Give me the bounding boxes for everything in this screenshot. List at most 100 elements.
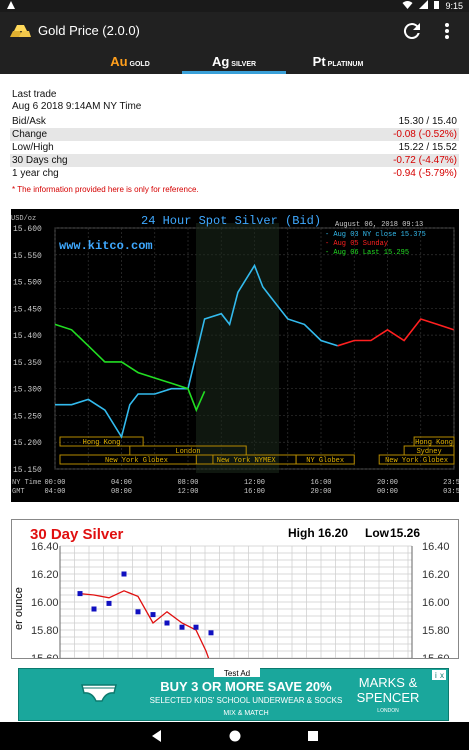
spot-chart-unit: USD/oz bbox=[11, 215, 36, 223]
spot-market-session-label: New York Globex bbox=[105, 457, 168, 465]
ad-subline: SELECTED KIDS' SCHOOL UNDERWEAR & SOCKS bbox=[150, 696, 343, 705]
back-icon[interactable] bbox=[149, 728, 165, 744]
spot-series-line bbox=[55, 263, 338, 439]
thirty-day-point bbox=[179, 624, 185, 630]
quote-row-change: Change -0.08 (-0.52%) bbox=[10, 128, 459, 141]
battery-icon bbox=[434, 0, 440, 12]
spot-y-tick: 15.550 bbox=[13, 252, 42, 261]
spot-x-tick-ny: 20:00 bbox=[377, 479, 398, 487]
spot-legend-entry: - Aug 05 Sunday bbox=[325, 240, 388, 248]
recents-icon[interactable] bbox=[305, 728, 321, 744]
tab-gold[interactable]: Au GOLD bbox=[110, 54, 150, 69]
spot-x-tick-ny: 00:00 bbox=[44, 479, 65, 487]
spot-y-tick: 15.200 bbox=[13, 439, 42, 448]
thirty-day-y-tick-right: 16.00 bbox=[422, 597, 450, 609]
home-icon[interactable] bbox=[227, 728, 243, 744]
spot-chart-watermark: www.kitco.com bbox=[59, 239, 153, 253]
thirty-day-high-label: High bbox=[288, 526, 315, 540]
spot-legend-entry: - Aug 03 NY close 15.375 bbox=[325, 231, 426, 239]
overflow-menu-icon[interactable] bbox=[437, 19, 457, 43]
thirty-day-y-tick-left: 15.80 bbox=[31, 625, 59, 637]
spot-y-tick: 15.300 bbox=[13, 386, 42, 395]
last-trade-heading: Last trade bbox=[12, 89, 57, 100]
ad-info-icon[interactable]: i x bbox=[432, 670, 446, 680]
spot-market-session-label: New York NYMEX bbox=[217, 457, 277, 465]
thirty-day-trend-line bbox=[79, 590, 210, 658]
spot-y-tick: 15.400 bbox=[13, 332, 42, 341]
underwear-icon bbox=[81, 684, 117, 702]
ad-mix-match: MIX & MATCH bbox=[223, 710, 268, 717]
spot-y-tick: 15.150 bbox=[13, 466, 42, 475]
spot-x-tick-ny: 08:00 bbox=[177, 479, 198, 487]
ad-brand-line3: LONDON bbox=[377, 708, 399, 714]
spot-x-tick-ny: 16:00 bbox=[310, 479, 331, 487]
signal-icon bbox=[419, 0, 429, 12]
alert-icon bbox=[6, 0, 16, 13]
spot-x-tick-gmt: 16:00 bbox=[244, 488, 265, 496]
spot-x-tick-gmt: 12:00 bbox=[177, 488, 198, 496]
quote-row-bid-ask: Bid/Ask 15.30 / 15.40 bbox=[12, 116, 457, 127]
thirty-day-y-tick-left: 16.20 bbox=[31, 569, 59, 581]
ad-brand-line1: MARKS & bbox=[359, 675, 418, 690]
spot-series-line bbox=[54, 323, 206, 413]
thirty-day-chart: 30 Day Silver High 16.20 Low 15.26 er ou… bbox=[11, 519, 459, 659]
ad-headline: BUY 3 OR MORE SAVE 20% bbox=[160, 679, 332, 694]
spot-x-tick-gmt: 03:59 bbox=[443, 488, 459, 496]
thirty-day-point bbox=[150, 612, 156, 618]
spot-legend-entry: - Aug 06 Last 15.295 bbox=[325, 249, 409, 257]
spot-y-tick: 15.600 bbox=[13, 225, 42, 234]
metal-tabs: Au GOLD Ag SILVER Pt PLATINUM bbox=[0, 50, 469, 74]
trade-timestamp: Aug 6 2018 9:14AM NY Time bbox=[12, 101, 142, 112]
spot-chart-ny-time-label: NY Time bbox=[12, 479, 41, 487]
ad-brand-line2: SPENCER bbox=[357, 690, 420, 705]
thirty-day-point bbox=[91, 606, 97, 612]
svg-text:x: x bbox=[440, 671, 444, 680]
svg-text:i: i bbox=[435, 671, 437, 680]
thirty-day-high: 16.20 bbox=[318, 526, 348, 540]
spot-chart-date: August 06, 2018 09:13 bbox=[335, 221, 423, 229]
spot-y-tick: 15.450 bbox=[13, 305, 42, 314]
spot-chart-session-shade bbox=[196, 223, 279, 473]
spot-x-tick-gmt: 04:00 bbox=[44, 488, 65, 496]
ad-test-tag: Test Ad bbox=[224, 669, 250, 678]
thirty-day-point bbox=[164, 620, 170, 626]
tab-platinum[interactable]: Pt PLATINUM bbox=[312, 54, 364, 69]
thirty-day-point bbox=[106, 600, 112, 606]
thirty-day-point bbox=[77, 591, 83, 597]
thirty-day-point bbox=[135, 609, 141, 615]
thirty-day-low: 15.26 bbox=[390, 526, 420, 540]
quote-row-30-days: 30 Days chg -0.72 (-4.47%) bbox=[10, 154, 459, 167]
refresh-icon[interactable] bbox=[400, 19, 424, 43]
spot-x-tick-ny: 23:59 bbox=[443, 479, 459, 487]
thirty-day-y-tick-left: 15.60 bbox=[31, 653, 59, 658]
thirty-day-point bbox=[208, 630, 214, 636]
tab-silver[interactable]: Ag SILVER bbox=[182, 50, 286, 74]
spot-chart-gmt-label: GMT bbox=[12, 488, 25, 496]
spot-market-session-label: London bbox=[175, 448, 200, 456]
spot-market-session-label: Hong Kong bbox=[415, 439, 453, 447]
status-time: 9:15 bbox=[445, 1, 463, 11]
app-title: Gold Price (2.0.0) bbox=[38, 23, 140, 38]
thirty-day-y-tick-right: 15.80 bbox=[422, 625, 450, 637]
gold-bars-icon bbox=[8, 23, 32, 39]
spot-series-line bbox=[337, 318, 454, 347]
spot-x-tick-ny: 12:00 bbox=[244, 479, 265, 487]
quote-row-low-high: Low/High 15.22 / 15.52 bbox=[12, 142, 457, 153]
spot-x-tick-gmt: 08:00 bbox=[111, 488, 132, 496]
spot-silver-chart: USD/oz 24 Hour Spot Silver (Bid) August … bbox=[11, 209, 459, 502]
thirty-day-point bbox=[121, 571, 127, 577]
thirty-day-y-tick-right: 16.20 bbox=[422, 569, 450, 581]
spot-x-tick-gmt: 20:00 bbox=[310, 488, 331, 496]
quote-row-1-year: 1 year chg -0.94 (-5.79%) bbox=[12, 168, 457, 179]
navigation-bar bbox=[0, 722, 469, 750]
spot-market-session-label: New York Globex bbox=[385, 457, 448, 465]
thirty-day-y-tick-right: 16.40 bbox=[422, 541, 450, 553]
ad-banner[interactable]: Test Ad BUY 3 OR MORE SAVE 20% SELECTED … bbox=[18, 668, 449, 721]
thirty-day-y-axis-label: er ounce bbox=[13, 587, 25, 630]
thirty-day-y-tick-right: 15.60 bbox=[422, 653, 450, 658]
status-bar: 9:15 bbox=[0, 0, 469, 12]
spot-market-session-label: Sydney bbox=[416, 448, 441, 456]
spot-market-session-label: NY Globex bbox=[306, 457, 344, 465]
quote-panel: Last trade Aug 6 2018 9:14AM NY Time Bid… bbox=[0, 74, 469, 200]
thirty-day-y-tick-left: 16.40 bbox=[31, 541, 59, 553]
